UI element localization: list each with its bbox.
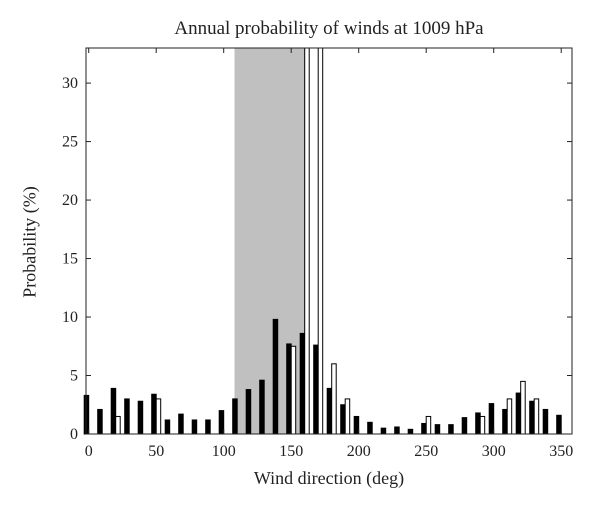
shaded-sector bbox=[234, 48, 308, 434]
x-tick-label: 250 bbox=[414, 443, 438, 460]
open-bar-320 bbox=[520, 380, 526, 435]
filled-bar-250 bbox=[421, 422, 427, 435]
bar-layer bbox=[83, 47, 562, 435]
filled-bar-120 bbox=[245, 389, 252, 435]
filled-bar-70 bbox=[178, 413, 184, 435]
filled-bar-60 bbox=[164, 419, 171, 435]
open-bar-190 bbox=[344, 398, 351, 435]
y-tick-label: 20 bbox=[62, 192, 78, 209]
filled-bar-220 bbox=[380, 427, 387, 435]
filled-bar-100 bbox=[218, 410, 225, 435]
y-tick-label: 5 bbox=[70, 368, 78, 385]
filled-bar-320 bbox=[515, 392, 522, 435]
open-bar-290 bbox=[479, 415, 486, 435]
filled-bar-280 bbox=[461, 417, 468, 435]
filled-bar-170 bbox=[313, 344, 319, 435]
x-tick-label: 200 bbox=[347, 443, 371, 460]
y-tick-label: 30 bbox=[62, 75, 78, 92]
filled-bar-330 bbox=[529, 400, 535, 435]
chart-title: Annual probability of winds at 1009 hPa bbox=[174, 18, 484, 39]
filled-bar-210 bbox=[367, 421, 373, 435]
x-tick-label: 350 bbox=[549, 443, 573, 460]
y-tick-label: 15 bbox=[62, 251, 78, 268]
filled-bar-190 bbox=[340, 404, 346, 435]
x-tick-label: 150 bbox=[279, 443, 303, 460]
open-bar-330 bbox=[533, 398, 540, 435]
filled-bar-80 bbox=[191, 419, 198, 435]
filled-bar-230 bbox=[394, 426, 400, 435]
filled-bar-30 bbox=[124, 398, 130, 435]
open-bar-50 bbox=[155, 398, 162, 435]
x-tick-label: 300 bbox=[482, 443, 506, 460]
filled-bar-50 bbox=[151, 393, 157, 435]
filled-bar-140 bbox=[272, 318, 279, 435]
open-bar-150 bbox=[290, 345, 297, 435]
filled-bar-290 bbox=[475, 412, 481, 435]
tick-layer: 0 50 100 150 200 250 300 350 0 5 10 15 20 25 30 bbox=[62, 48, 573, 460]
filled-bar-130 bbox=[259, 379, 265, 435]
filled-bar-20 bbox=[110, 387, 117, 435]
filled-bar-270 bbox=[448, 424, 454, 435]
filled-bar-260 bbox=[434, 424, 441, 435]
y-tick-label: 25 bbox=[62, 134, 78, 151]
open-bar-310 bbox=[506, 398, 513, 435]
x-axis-label: Wind direction (deg) bbox=[253, 468, 405, 488]
filled-bar-150 bbox=[286, 343, 292, 435]
filled-bar-350 bbox=[556, 414, 562, 435]
filled-bar-110 bbox=[232, 398, 238, 435]
filled-bar-200 bbox=[353, 415, 360, 435]
open-bar-160 bbox=[304, 47, 310, 435]
y-tick-label: 0 bbox=[70, 426, 78, 443]
x-tick-label: 100 bbox=[212, 443, 236, 460]
filled-bar-10 bbox=[97, 408, 103, 435]
filled-bar-180 bbox=[326, 387, 333, 435]
filled-bar-160 bbox=[299, 332, 306, 435]
filled-bar-340 bbox=[542, 408, 549, 435]
x-tick-label: 50 bbox=[148, 443, 164, 460]
plot-frame bbox=[85, 47, 573, 435]
open-bar-250 bbox=[425, 415, 432, 435]
x-tick-label: 0 bbox=[85, 443, 93, 460]
open-bar-180 bbox=[331, 363, 337, 435]
filled-bar-300 bbox=[488, 403, 495, 435]
open-bar-170 bbox=[317, 47, 324, 435]
filled-bar-90 bbox=[205, 419, 211, 435]
filled-bar-310 bbox=[502, 408, 508, 435]
shaded-region-layer bbox=[234, 48, 308, 434]
filled-bar-240 bbox=[407, 428, 414, 435]
y-tick-label: 10 bbox=[62, 309, 78, 326]
filled-bar-40 bbox=[137, 400, 144, 435]
open-bar-20 bbox=[115, 415, 121, 435]
